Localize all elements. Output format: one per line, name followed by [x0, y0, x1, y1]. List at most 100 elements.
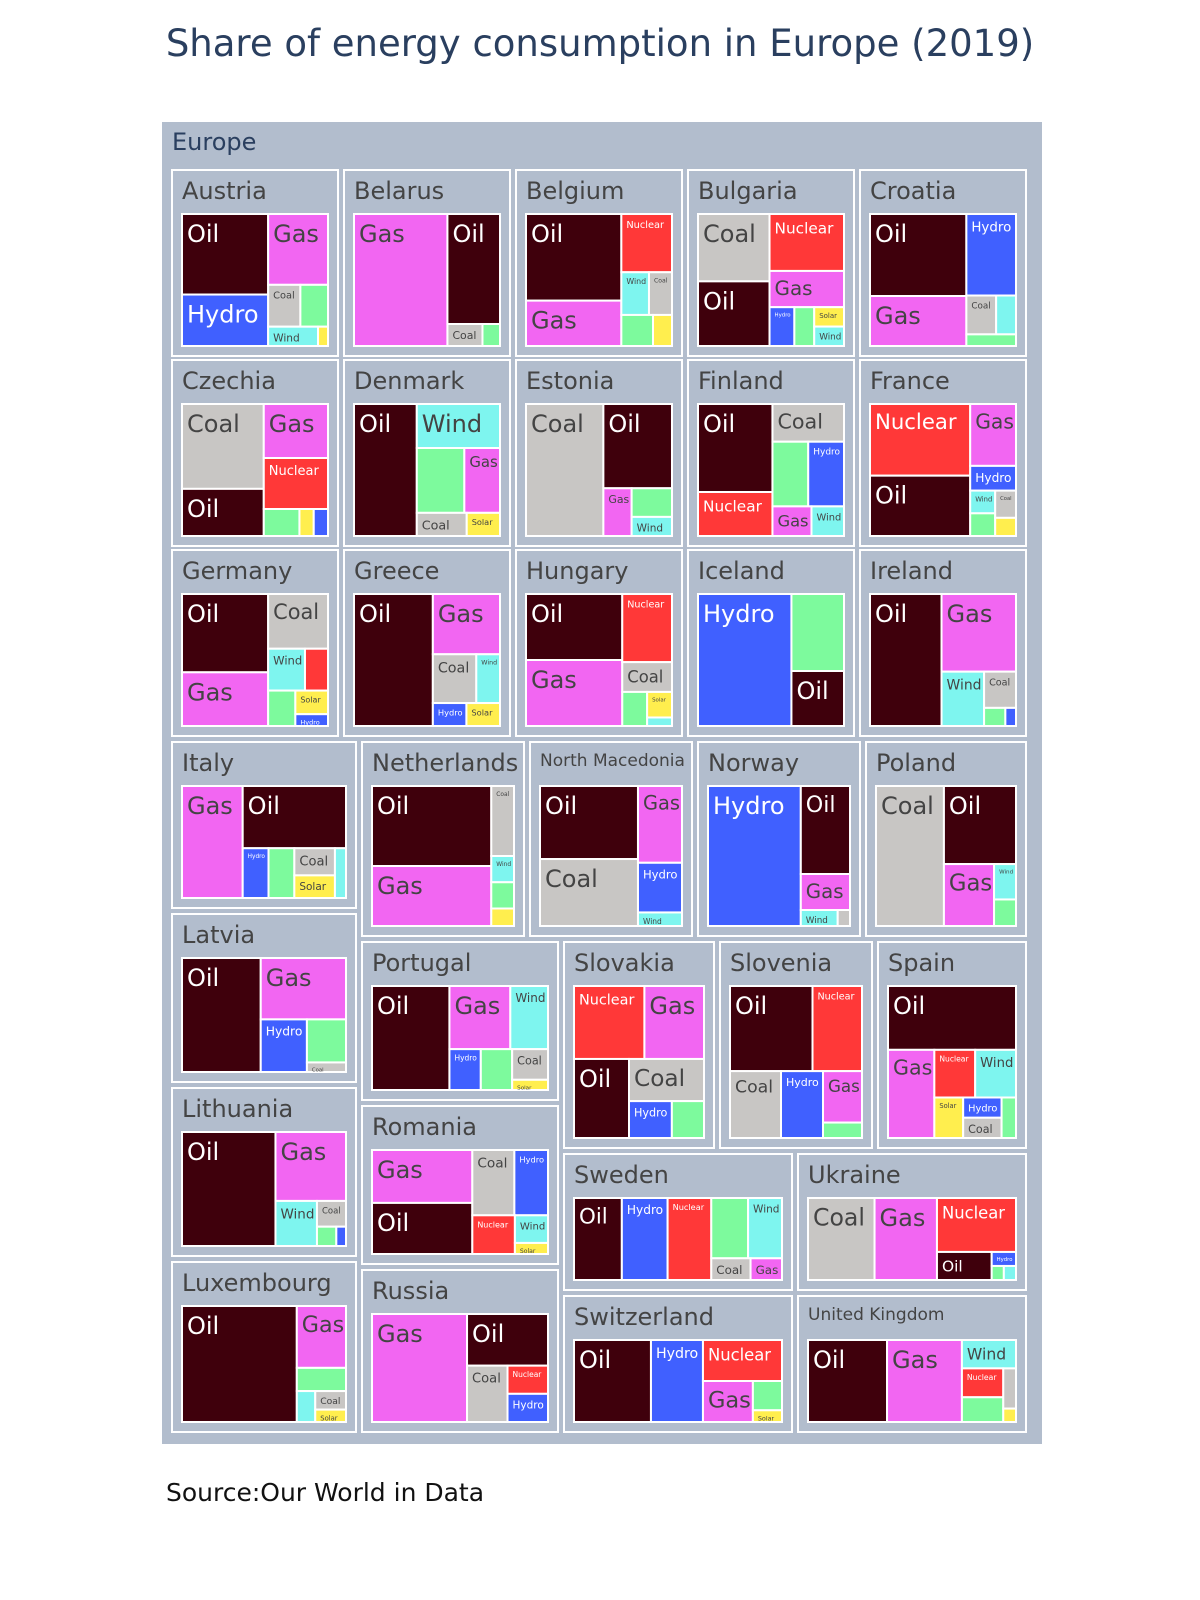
tile-united-kingdom-oil[interactable] — [807, 1339, 889, 1423]
tile-austria-coal[interactable] — [267, 283, 302, 328]
tile-united-kingdom-solar[interactable] — [1002, 1407, 1017, 1424]
tile-belgium-other-renewables[interactable] — [620, 313, 655, 347]
tile-lithuania-wind[interactable] — [274, 1199, 318, 1247]
tile-finland-oil[interactable] — [697, 403, 774, 493]
tile-germany-coal[interactable] — [267, 593, 330, 650]
tile-slovakia-gas[interactable] — [643, 985, 706, 1060]
tile-czechia-other-renewables[interactable] — [262, 508, 301, 537]
tile-norway-hydro[interactable] — [707, 785, 802, 927]
tile-czechia-coal[interactable] — [181, 403, 265, 490]
tile-bulgaria-wind[interactable] — [813, 325, 846, 347]
tile-luxembourg-solar[interactable] — [314, 1408, 347, 1424]
tile-greece-gas[interactable] — [431, 593, 501, 656]
tile-lithuania-gas[interactable] — [274, 1131, 348, 1202]
tile-netherlands-oil[interactable] — [371, 785, 493, 867]
tile-slovakia-oil[interactable] — [573, 1057, 630, 1139]
tile-switzerland-other-renewables[interactable] — [751, 1380, 784, 1412]
tile-poland-oil[interactable] — [942, 785, 1017, 866]
tile-sweden-other-renewables[interactable] — [710, 1197, 750, 1260]
tile-north-macedonia-wind[interactable] — [636, 911, 683, 927]
tile-portugal-coal[interactable] — [511, 1048, 549, 1081]
tile-denmark-solar[interactable] — [465, 511, 502, 537]
tile-slovakia-hydro[interactable] — [628, 1100, 673, 1139]
tile-netherlands-solar[interactable] — [490, 907, 515, 927]
tile-netherlands-other-renewables[interactable] — [490, 881, 515, 910]
tile-hungary-gas[interactable] — [525, 659, 624, 727]
tile-finland-other-renewables[interactable] — [771, 440, 810, 508]
tile-ukraine-nuclear[interactable] — [935, 1197, 1018, 1253]
tile-portugal-oil[interactable] — [371, 985, 451, 1091]
tile-ireland-oil[interactable] — [869, 593, 943, 727]
tile-luxembourg-gas[interactable] — [295, 1305, 347, 1369]
tile-united-kingdom-other-renewables[interactable] — [960, 1396, 1005, 1423]
tile-sweden-wind[interactable] — [747, 1197, 783, 1260]
tile-slovenia-other-renewables[interactable] — [822, 1121, 863, 1140]
tile-bulgaria-other-renewables[interactable] — [793, 306, 816, 348]
tile-ireland-other-renewables[interactable] — [983, 706, 1007, 727]
tile-italy-wind[interactable] — [333, 847, 347, 900]
tile-belgium-oil[interactable] — [525, 213, 623, 302]
tile-portugal-gas[interactable] — [448, 985, 512, 1051]
tile-romania-solar[interactable] — [513, 1241, 550, 1255]
tile-hungary-other-renewables[interactable] — [621, 690, 649, 728]
tile-france-gas[interactable] — [969, 403, 1018, 467]
tile-croatia-hydro[interactable] — [965, 213, 1017, 297]
tile-slovakia-nuclear[interactable] — [573, 985, 646, 1060]
tile-united-kingdom-nuclear[interactable] — [960, 1367, 1005, 1399]
tile-belgium-solar[interactable] — [652, 313, 674, 347]
tile-russia-coal[interactable] — [466, 1364, 509, 1424]
tile-hungary-solar[interactable] — [646, 690, 674, 719]
tile-lithuania-other-renewables[interactable] — [315, 1225, 338, 1247]
tile-france-solar[interactable] — [994, 516, 1018, 537]
tile-czechia-nuclear[interactable] — [262, 457, 330, 510]
tile-hungary-nuclear[interactable] — [621, 593, 673, 664]
tile-russia-nuclear[interactable] — [506, 1364, 549, 1395]
tile-lithuania-coal[interactable] — [315, 1199, 347, 1228]
tile-croatia-other-renewables[interactable] — [965, 333, 1017, 347]
tile-spain-other-renewables[interactable] — [1000, 1096, 1018, 1139]
tile-latvia-hydro[interactable] — [259, 1018, 308, 1074]
tile-slovakia-coal[interactable] — [628, 1057, 705, 1103]
tile-iceland-other-renewables[interactable] — [790, 593, 846, 672]
tile-romania-wind[interactable] — [513, 1214, 550, 1244]
tile-ukraine-wind[interactable] — [1002, 1264, 1018, 1281]
tile-ukraine-other-renewables[interactable] — [990, 1264, 1005, 1281]
tile-sweden-oil[interactable] — [573, 1197, 623, 1281]
tile-portugal-solar[interactable] — [511, 1078, 549, 1092]
tile-slovenia-nuclear[interactable] — [811, 985, 863, 1073]
tile-north-macedonia-hydro[interactable] — [636, 861, 683, 914]
tile-switzerland-gas[interactable] — [701, 1380, 754, 1423]
tile-russia-hydro[interactable] — [506, 1392, 549, 1423]
tile-greece-oil[interactable] — [353, 593, 434, 727]
tile-romania-coal[interactable] — [471, 1149, 516, 1217]
tile-sweden-gas[interactable] — [749, 1257, 784, 1281]
tile-ukraine-coal[interactable] — [807, 1197, 876, 1281]
tile-luxembourg-other-renewables[interactable] — [295, 1366, 347, 1393]
tile-ukraine-gas[interactable] — [873, 1197, 938, 1281]
tile-poland-coal[interactable] — [875, 785, 945, 927]
tile-germany-hydro[interactable] — [294, 713, 329, 728]
tile-estonia-other-renewables[interactable] — [630, 487, 674, 518]
tile-switzerland-hydro[interactable] — [649, 1339, 704, 1423]
tile-poland-gas[interactable] — [942, 863, 996, 927]
tile-denmark-wind[interactable] — [415, 403, 501, 449]
tile-belarus-other-renewables[interactable] — [481, 323, 502, 347]
tile-sweden-hydro[interactable] — [620, 1197, 669, 1281]
tile-switzerland-solar[interactable] — [751, 1409, 784, 1424]
tile-finland-coal[interactable] — [771, 403, 846, 443]
tile-hungary-wind[interactable] — [646, 716, 674, 728]
tile-denmark-gas[interactable] — [463, 447, 502, 514]
tile-switzerland-oil[interactable] — [573, 1339, 652, 1423]
tile-denmark-other-renewables[interactable] — [415, 447, 466, 514]
tile-france-oil[interactable] — [869, 474, 972, 537]
tile-spain-gas[interactable] — [887, 1048, 936, 1139]
tile-latvia-coal[interactable] — [305, 1061, 347, 1074]
tile-austria-other-renewables[interactable] — [299, 283, 330, 328]
tile-united-kingdom-wind[interactable] — [960, 1339, 1017, 1370]
tile-italy-hydro[interactable] — [241, 847, 270, 900]
tile-netherlands-wind[interactable] — [490, 855, 515, 884]
tile-belarus-gas[interactable] — [353, 213, 449, 347]
tile-belarus-oil[interactable] — [446, 213, 502, 325]
tile-greece-solar[interactable] — [465, 702, 502, 727]
tile-finland-wind[interactable] — [810, 505, 845, 537]
